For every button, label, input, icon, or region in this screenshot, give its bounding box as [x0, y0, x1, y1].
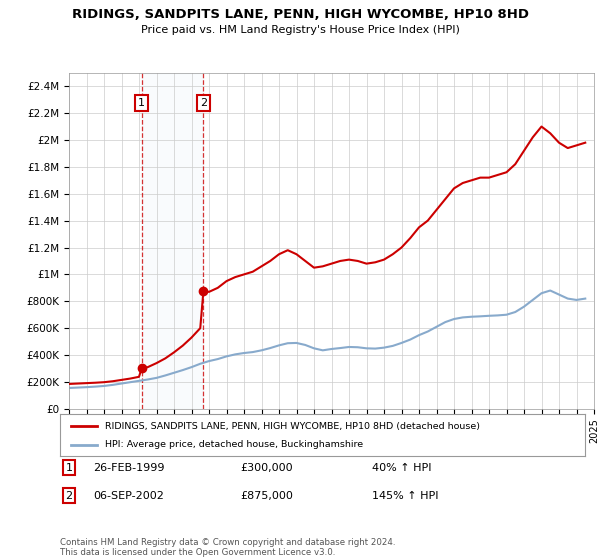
Text: 26-FEB-1999: 26-FEB-1999 [93, 463, 164, 473]
Text: RIDINGS, SANDPITS LANE, PENN, HIGH WYCOMBE, HP10 8HD (detached house): RIDINGS, SANDPITS LANE, PENN, HIGH WYCOM… [104, 422, 479, 431]
Text: 1: 1 [138, 98, 145, 108]
Text: 145% ↑ HPI: 145% ↑ HPI [372, 491, 439, 501]
Text: Contains HM Land Registry data © Crown copyright and database right 2024.
This d: Contains HM Land Registry data © Crown c… [60, 538, 395, 557]
Text: Price paid vs. HM Land Registry's House Price Index (HPI): Price paid vs. HM Land Registry's House … [140, 25, 460, 35]
Text: £300,000: £300,000 [240, 463, 293, 473]
Text: 2: 2 [65, 491, 73, 501]
Text: 06-SEP-2002: 06-SEP-2002 [93, 491, 164, 501]
Text: 40% ↑ HPI: 40% ↑ HPI [372, 463, 431, 473]
Text: 2: 2 [200, 98, 207, 108]
Text: 1: 1 [65, 463, 73, 473]
Text: HPI: Average price, detached house, Buckinghamshire: HPI: Average price, detached house, Buck… [104, 440, 363, 449]
Bar [142, 73, 203, 409]
Text: £875,000: £875,000 [240, 491, 293, 501]
Text: RIDINGS, SANDPITS LANE, PENN, HIGH WYCOMBE, HP10 8HD: RIDINGS, SANDPITS LANE, PENN, HIGH WYCOM… [71, 8, 529, 21]
